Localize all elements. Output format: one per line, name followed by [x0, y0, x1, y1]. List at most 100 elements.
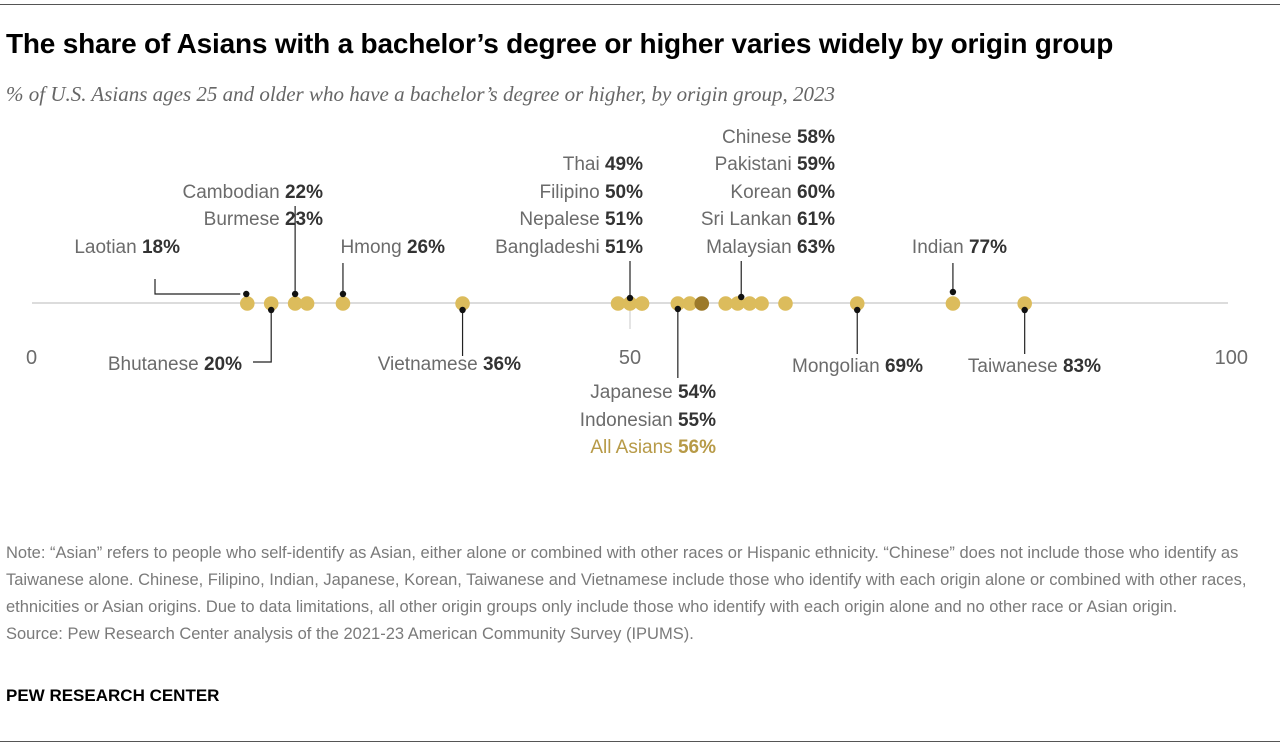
- data-label-value: 83%: [1063, 356, 1101, 377]
- chart-subtitle: % of U.S. Asians ages 25 and older who h…: [6, 82, 836, 106]
- data-point-chinese: [718, 296, 733, 311]
- data-label-burmese: Burmese 23%: [204, 209, 323, 230]
- data-label-value: 69%: [885, 356, 923, 377]
- data-label-value: 20%: [204, 354, 242, 375]
- note-block: Note: “Asian” refers to people who self-…: [6, 540, 1268, 648]
- leader-line-bhutanese: [253, 310, 272, 363]
- data-point-bhutanese: [263, 296, 279, 311]
- leader-dot-vietnamese: [459, 306, 466, 314]
- data-label-japanese: Japanese 54%: [590, 382, 716, 403]
- data-label-name: Mongolian: [792, 356, 885, 377]
- data-point-japanese: [670, 296, 686, 311]
- data-point-all-asians: [694, 296, 710, 311]
- data-label-hmong: Hmong 26%: [340, 237, 445, 258]
- leader-dot-taiwanese: [1021, 306, 1028, 314]
- x-tick-label: 50: [619, 347, 641, 369]
- data-label-value: 18%: [142, 237, 180, 258]
- data-point-burmese: [299, 296, 315, 311]
- brand-logo-text: PEW RESEARCH CENTER: [6, 686, 220, 705]
- data-point-hmong: [335, 296, 351, 311]
- data-label-value: 36%: [483, 354, 521, 375]
- data-label-name: Bhutanese: [108, 354, 204, 375]
- data-label-bangladeshi: Bangladeshi 51%: [495, 237, 643, 258]
- data-label-value: 55%: [678, 410, 716, 431]
- leader-dot-hmong: [339, 290, 347, 298]
- leader-dot-japanese: [674, 305, 682, 313]
- data-point-cambodian: [287, 296, 303, 311]
- leader-line-laotian: [154, 279, 241, 295]
- bottom-rule: [0, 741, 1280, 742]
- data-label-name: Japanese: [590, 382, 678, 403]
- data-label-name: Burmese: [204, 209, 285, 230]
- data-label-name: Chinese: [722, 127, 797, 148]
- data-label-indian: Indian 77%: [912, 237, 1007, 258]
- data-label-name: Thai: [563, 154, 605, 175]
- data-label-name: Hmong: [340, 237, 407, 258]
- data-label-value: 60%: [797, 182, 835, 203]
- data-label-all-asians: All Asians 56%: [590, 437, 716, 458]
- leader-dot-bhutanese: [268, 306, 275, 314]
- data-label-thai: Thai 49%: [563, 154, 643, 175]
- data-label-mongolian: Mongolian 69%: [792, 356, 923, 377]
- data-point-sri-lankan: [754, 296, 769, 311]
- data-label-name: Nepalese: [519, 209, 605, 230]
- data-label-value: 61%: [797, 209, 835, 230]
- data-label-vietnamese: Vietnamese 36%: [378, 354, 521, 375]
- data-label-bhutanese: Bhutanese 20%: [108, 354, 242, 375]
- data-label-name: Indonesian: [580, 410, 678, 431]
- data-label-korean: Korean 60%: [730, 182, 835, 203]
- data-point-korean: [742, 296, 757, 311]
- data-label-chinese: Chinese 58%: [722, 127, 835, 148]
- data-label-nepalese: Nepalese 51%: [519, 209, 643, 230]
- data-label-value: 50%: [605, 182, 643, 203]
- leader-dot-cambodian: [291, 290, 299, 298]
- data-label-indonesian: Indonesian 55%: [580, 410, 716, 431]
- data-point-laotian: [239, 296, 255, 311]
- data-label-cambodian: Cambodian 22%: [183, 182, 324, 203]
- data-label-name: All Asians: [590, 437, 678, 458]
- data-label-filipino: Filipino 50%: [539, 182, 643, 203]
- data-label-name: Filipino: [539, 182, 604, 203]
- data-label-value: 54%: [678, 382, 716, 403]
- data-label-value: 22%: [285, 182, 323, 203]
- data-label-value: 63%: [797, 237, 835, 258]
- source-text: Source: Pew Research Center analysis of …: [6, 625, 694, 643]
- data-label-sri-lankan: Sri Lankan 61%: [701, 209, 835, 230]
- data-point-mongolian: [849, 296, 865, 311]
- data-label-name: Korean: [730, 182, 797, 203]
- data-point-bangladeshi: [634, 296, 650, 311]
- leader-dot-laotian: [243, 290, 250, 298]
- chart-title: The share of Asians with a bachelor’s de…: [6, 28, 1114, 59]
- data-point-thai: [610, 296, 626, 311]
- data-point-filipino: [622, 296, 638, 311]
- x-tick-label: 0: [26, 347, 37, 369]
- data-label-value: 56%: [678, 437, 716, 458]
- data-label-value: 49%: [605, 154, 643, 175]
- x-tick-label: 100: [1215, 347, 1248, 369]
- data-label-taiwanese: Taiwanese 83%: [968, 356, 1101, 377]
- data-point-taiwanese: [1017, 296, 1032, 311]
- data-label-value: 77%: [969, 237, 1007, 258]
- top-rule: [0, 4, 1280, 5]
- data-label-value: 58%: [797, 127, 835, 148]
- data-label-value: 26%: [407, 237, 445, 258]
- data-label-name: Vietnamese: [378, 354, 483, 375]
- data-label-name: Taiwanese: [968, 356, 1063, 377]
- data-label-name: Sri Lankan: [701, 209, 797, 230]
- data-point-vietnamese: [455, 296, 470, 311]
- data-label-name: Laotian: [74, 237, 142, 258]
- data-label-name: Indian: [912, 237, 969, 258]
- data-label-value: 51%: [605, 237, 643, 258]
- note-text: Note: “Asian” refers to people who self-…: [6, 544, 1247, 616]
- data-label-malaysian: Malaysian 63%: [706, 237, 835, 258]
- leader-dot-malaysian: [738, 293, 745, 301]
- data-label-laotian: Laotian 18%: [74, 237, 180, 258]
- leader-dot-bangladeshi: [626, 294, 634, 302]
- leader-dot-mongolian: [854, 306, 861, 314]
- data-point-indian: [945, 296, 961, 311]
- data-label-value: 23%: [285, 209, 323, 230]
- data-label-value: 59%: [797, 154, 835, 175]
- dot-plot: 0 50 100 Laotian 18% Bhutanese 20% Cambodian …: [26, 127, 1248, 458]
- data-label-value: 51%: [605, 209, 643, 230]
- data-label-name: Bangladeshi: [495, 237, 605, 258]
